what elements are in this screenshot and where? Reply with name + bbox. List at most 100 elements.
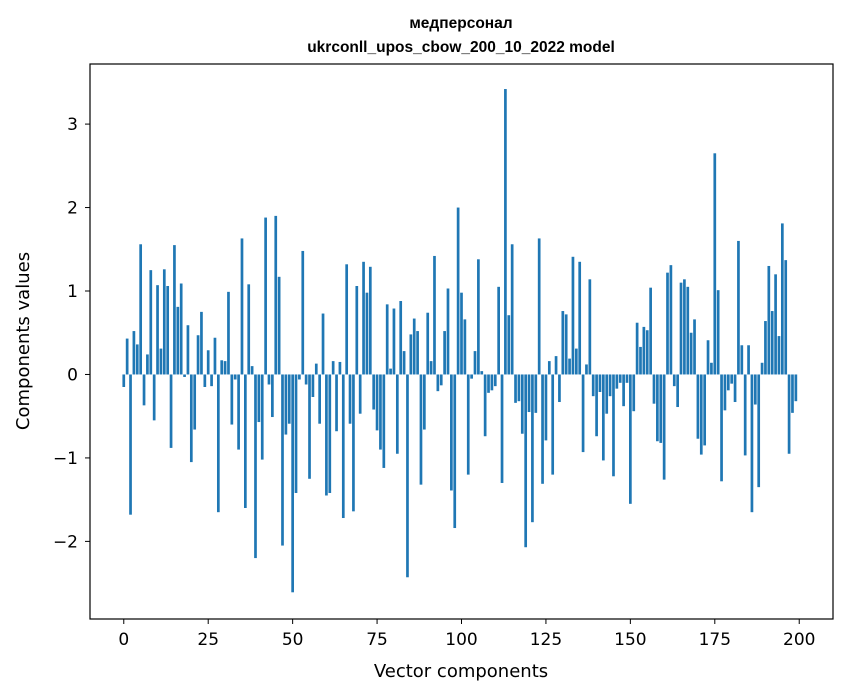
bar	[372, 374, 376, 410]
bar	[166, 286, 170, 375]
bar	[622, 374, 625, 407]
bar	[666, 272, 669, 375]
bar	[770, 311, 774, 375]
bar	[389, 368, 392, 375]
bar	[568, 358, 571, 375]
bar	[216, 374, 220, 513]
bar	[169, 374, 173, 448]
bar	[527, 374, 531, 413]
bar	[210, 374, 213, 387]
bar	[314, 363, 318, 375]
bar	[331, 361, 335, 375]
bar	[487, 374, 490, 393]
bar	[764, 321, 767, 375]
bar	[287, 374, 291, 424]
bar	[345, 264, 349, 375]
bar	[483, 374, 487, 437]
bar	[585, 364, 588, 375]
bar	[520, 374, 524, 434]
bar	[365, 292, 369, 375]
bar	[277, 276, 281, 375]
bar	[656, 374, 659, 442]
bar	[149, 270, 153, 375]
bar	[649, 287, 652, 375]
bar	[379, 374, 382, 450]
bar	[439, 374, 443, 386]
bar	[385, 304, 389, 375]
y-tick-label: 1	[67, 282, 78, 302]
bar	[352, 374, 355, 512]
bar	[588, 279, 592, 375]
bar	[662, 374, 666, 480]
bar	[737, 240, 740, 375]
bar	[247, 284, 251, 375]
bar	[419, 374, 423, 485]
bar	[159, 348, 163, 375]
bar	[581, 374, 585, 453]
bar	[473, 351, 477, 375]
bar	[368, 266, 372, 375]
bar	[551, 374, 555, 475]
bar	[156, 285, 159, 375]
bar	[233, 374, 237, 380]
bar	[298, 374, 301, 380]
bar	[767, 265, 771, 375]
bar	[676, 374, 679, 408]
bar	[794, 374, 798, 402]
bar	[531, 374, 534, 523]
bar	[220, 360, 224, 375]
chart-title-line-1: медперсонал	[409, 15, 512, 32]
bar	[429, 361, 433, 375]
bar	[730, 374, 734, 384]
bar	[601, 374, 605, 461]
bar	[341, 374, 345, 519]
x-tick-label: 125	[530, 630, 562, 650]
bar	[541, 374, 544, 484]
bar	[686, 286, 690, 375]
bar	[304, 374, 308, 385]
bar	[561, 311, 565, 375]
bar	[514, 374, 517, 403]
bar	[412, 318, 416, 375]
bar	[301, 250, 305, 375]
bar	[605, 374, 609, 414]
bar	[659, 374, 663, 443]
bar	[291, 374, 294, 593]
bar	[446, 288, 450, 375]
bar	[757, 374, 761, 488]
bar	[196, 335, 200, 375]
bar	[179, 283, 183, 375]
bar	[443, 331, 446, 375]
bar	[598, 374, 602, 392]
bar	[348, 374, 352, 424]
bar	[271, 374, 274, 418]
bar	[274, 215, 278, 375]
bar	[244, 374, 247, 508]
bar	[780, 223, 784, 375]
bar	[139, 244, 143, 375]
bar	[406, 374, 409, 578]
bar	[399, 301, 403, 375]
bar	[608, 374, 612, 397]
bar	[683, 279, 686, 375]
x-tick-label: 175	[699, 630, 731, 650]
bar	[777, 336, 781, 375]
bar	[142, 374, 146, 406]
bar	[554, 356, 558, 375]
bar	[743, 374, 747, 456]
bar	[203, 374, 207, 387]
bar	[162, 269, 166, 375]
bar	[223, 361, 227, 375]
x-axis-label: Vector components	[374, 661, 548, 682]
plot-frame	[89, 63, 834, 620]
bar	[206, 350, 210, 375]
bar	[723, 374, 727, 411]
bar	[750, 374, 754, 513]
bar	[375, 374, 379, 431]
bar	[213, 337, 217, 375]
bar	[355, 286, 359, 375]
bar	[193, 374, 197, 430]
bar	[176, 306, 180, 375]
bar	[510, 244, 514, 375]
bar	[477, 259, 480, 375]
